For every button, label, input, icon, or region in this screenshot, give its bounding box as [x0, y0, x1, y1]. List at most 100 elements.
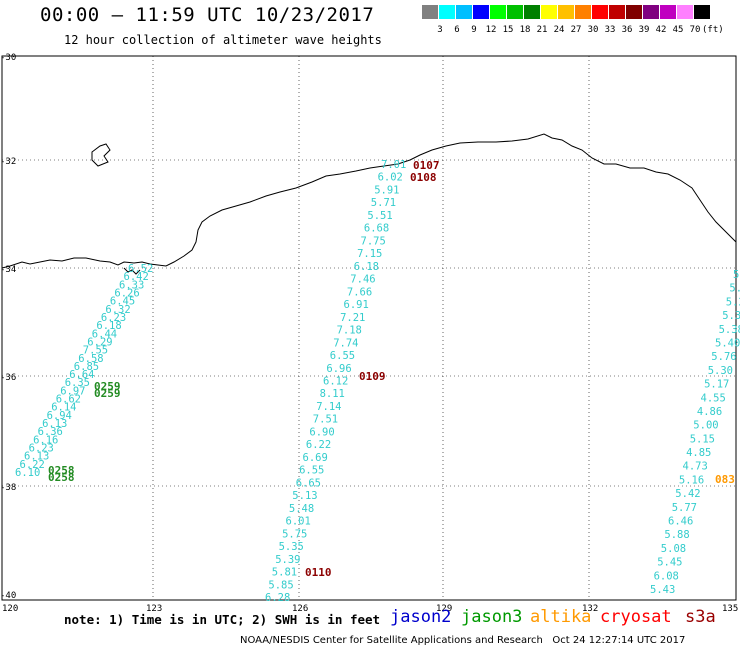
time-marker-083: 083	[715, 473, 735, 486]
time-marker-0108: 0108	[410, 171, 437, 184]
legend-swatch	[660, 5, 676, 19]
track-a-value: 6.69	[303, 452, 328, 464]
legend-swatch	[694, 5, 710, 19]
graticule	[2, 56, 736, 600]
legend-swatch	[558, 5, 574, 19]
legend-swatch	[422, 5, 438, 19]
track-b-value: 5.3	[722, 310, 740, 322]
time-marker-0258-b: 0258	[48, 471, 75, 484]
legend-label: 6	[454, 25, 460, 35]
track-c-value: 6.42	[124, 271, 149, 283]
satellite-s3a: s3a	[685, 607, 716, 627]
track-b-value: 4.85	[686, 447, 711, 459]
track-b-value: 4.73	[683, 461, 708, 473]
track-a-value: 6.01	[286, 516, 311, 528]
track-a-value: 6.55	[330, 350, 355, 362]
legend-label: 24	[553, 25, 565, 35]
legend-label: 36	[621, 25, 633, 35]
track-a-value: 5.35	[279, 541, 304, 553]
track-a-value: 7.18	[337, 325, 362, 337]
track-b-value: 5.16	[679, 474, 704, 486]
track-c-value: 6.85	[74, 361, 99, 373]
note-text: note: 1) Time is in UTC; 2) SWH is in fe…	[64, 612, 381, 627]
satellite-jason2: jason2	[390, 607, 452, 627]
track-a-value: 7.01	[381, 159, 406, 171]
time-marker-0107: 0107	[413, 159, 440, 172]
map-frame	[1, 55, 737, 601]
track-a-value: 6.18	[354, 261, 379, 273]
track-a-value: 6.96	[326, 363, 351, 375]
track-b-value: 5.2	[733, 269, 740, 281]
track-b-value: 5.17	[704, 379, 729, 391]
lon-label-120: 120	[2, 604, 18, 614]
track-c-value: 6.94	[47, 410, 72, 422]
lat-label-40: -40	[0, 591, 16, 601]
track-b-value: 5.2	[726, 296, 740, 308]
track-a-value: 6.91	[344, 299, 369, 311]
lat-label-32: -32	[0, 157, 16, 167]
axis-labels: 120 123 126 129 132 135 -30 -32 -34 -36 …	[0, 53, 738, 614]
track-a-value: 8.11	[320, 388, 345, 400]
legend-swatch	[541, 5, 557, 19]
track-c-value: 6.32	[105, 304, 130, 316]
track-b-value: 5.30	[708, 365, 733, 377]
track-b-value: 5.43	[650, 584, 675, 596]
track-c-value: 6.16	[33, 434, 58, 446]
track-b-value: 5.88	[664, 529, 689, 541]
time-marker-0259-a: 0259	[94, 380, 121, 393]
track-b-value: 5.08	[661, 543, 686, 555]
track-a-value: 7.14	[316, 401, 341, 413]
track-b-value: 5.76	[711, 351, 736, 363]
track-a-value: 5.81	[272, 567, 297, 579]
legend-label: 33	[604, 25, 616, 35]
lat-label-36: -36	[0, 373, 16, 383]
legend-label: 18	[519, 25, 531, 35]
track-a-value: 6.55	[299, 465, 324, 477]
legend-label: (ft)	[702, 25, 724, 35]
lat-label-38: -38	[0, 483, 16, 493]
legend-swatch	[643, 5, 659, 19]
track-a-value: 7.74	[333, 337, 358, 349]
track-b-value: 5.45	[657, 557, 682, 569]
lon-label-126: 126	[292, 604, 308, 614]
legend-swatch	[626, 5, 642, 19]
track-a-value: 6.28	[265, 592, 290, 604]
legend-swatch	[677, 5, 693, 19]
satellite-altika: altika	[530, 607, 592, 627]
track-b-value: 5.40	[715, 338, 740, 350]
legend-swatch	[439, 5, 455, 19]
wave-height-tracks: 7.016.025.915.715.516.687.757.156.187.46…	[15, 159, 740, 604]
track-a-value: 5.39	[275, 554, 300, 566]
track-c-value: 6.62	[56, 394, 81, 406]
lat-label-30: -30	[0, 53, 16, 63]
track-b-value: 5.15	[690, 433, 715, 445]
track-a-value: 6.22	[306, 439, 331, 451]
track-c-value: 6.64	[69, 369, 94, 381]
footer-credit: NOAA/NESDIS Center for Satellite Applica…	[240, 635, 686, 646]
track-c-value: 6.36	[38, 426, 63, 438]
legend-label: 30	[587, 25, 599, 35]
time-marker-0110: 0110	[305, 566, 332, 579]
track-a-value: 7.75	[361, 235, 386, 247]
legend-swatch	[609, 5, 625, 19]
lon-label-123: 123	[146, 604, 162, 614]
legend-label: 15	[502, 25, 514, 35]
track-c-value: 6.13	[24, 451, 49, 463]
coastline	[1, 133, 737, 269]
track-c-value: 6.44	[92, 328, 117, 340]
map-subtitle: 12 hour collection of altimeter wave hei…	[64, 33, 382, 47]
time-marker-0258-a: 0258	[48, 464, 75, 477]
track-c-value: 6.13	[42, 418, 67, 430]
track-c-value: 6.14	[51, 402, 76, 414]
legend-label: 70	[689, 25, 701, 35]
track-c-value: 6.33	[119, 279, 144, 291]
track-c-value: 6.26	[114, 288, 139, 300]
lon-label-129: 129	[436, 604, 452, 614]
time-markers: 0107 0108 0109 0110 0259 0259 0258 0258 …	[48, 159, 735, 579]
track-c-value: 6.18	[96, 320, 121, 332]
track-c-value: 6.97	[60, 385, 85, 397]
legend-label: 27	[570, 25, 582, 35]
track-b-value: 5.38	[719, 324, 740, 336]
